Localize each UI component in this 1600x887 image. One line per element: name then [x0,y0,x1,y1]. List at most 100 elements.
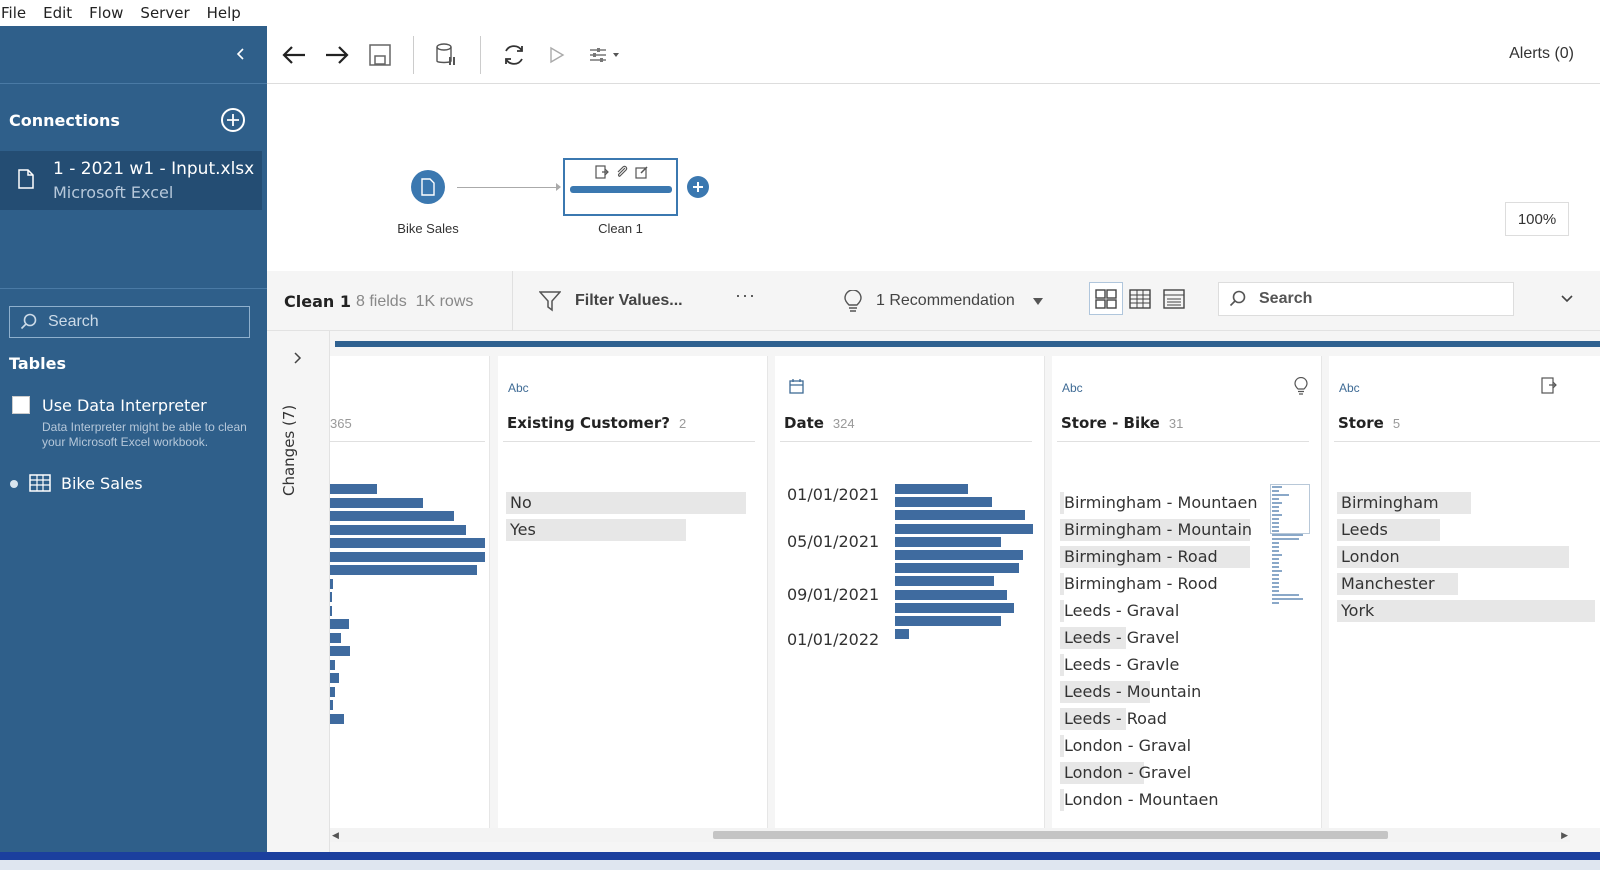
recommendations-button[interactable]: 1 Recommendation [844,283,1043,319]
histogram-bar[interactable] [895,616,1002,626]
value-item[interactable]: Birmingham - Road [1060,546,1260,568]
value-item[interactable]: Leeds - Gravel [1060,627,1260,649]
input-node[interactable] [411,170,445,204]
histogram-bar[interactable] [330,484,377,494]
menu-flow[interactable]: Flow [89,4,124,22]
field-card-existing-customer[interactable]: Abc Existing Customer? 2 No Yes [498,356,768,828]
alerts-button[interactable]: Alerts (0) [1509,45,1574,62]
refresh-button[interactable] [499,40,529,70]
scrollbar-thumb[interactable] [713,831,1388,839]
histogram-bar[interactable] [895,510,1025,521]
data-interpreter-checkbox[interactable] [12,396,30,414]
clean-node[interactable] [563,158,678,216]
scroll-left-arrow[interactable]: ◀ [332,830,339,840]
table-search-input[interactable]: Search [9,306,250,338]
data-grid-view-button[interactable] [1157,282,1191,315]
histogram-bar[interactable] [895,523,1033,534]
histogram-bar[interactable] [895,484,969,494]
histogram-bar[interactable] [895,629,909,640]
mini-bar [1272,518,1279,520]
more-options-button[interactable]: ··· [735,285,756,305]
chevron-down-icon[interactable] [1559,291,1575,307]
field-card-store-bike[interactable]: Abc Store - Bike 31 Birmingham - Mountaen… [1052,356,1322,828]
mini-scroll-overview[interactable] [1270,484,1310,614]
data-sample-button[interactable] [431,40,461,70]
profile-view-button[interactable] [1089,282,1123,315]
field-search-input[interactable]: Search [1218,282,1514,316]
histogram-bar[interactable] [330,632,341,643]
data-interpreter-label[interactable]: Use Data Interpreter [42,396,207,415]
changes-panel[interactable]: Changes (7) [267,331,330,866]
value-bar [1060,519,1250,541]
value-item[interactable]: Yes [506,519,746,541]
histogram-bar[interactable] [330,659,335,670]
histogram-bar[interactable] [330,524,467,535]
zoom-level[interactable]: 100% [1505,202,1569,236]
histogram-bar[interactable] [895,563,1020,574]
value-item[interactable]: Leeds - Graval [1060,600,1260,622]
histogram-bar[interactable] [330,673,340,683]
histogram-bar[interactable] [330,713,344,724]
value-item[interactable]: Leeds - Gravle [1060,654,1260,676]
field-card-date[interactable]: Date 324 01/01/2021 05/01/2021 09/01/2021… [775,356,1045,828]
histogram-bar[interactable] [330,646,351,656]
flow-options-button[interactable] [585,40,627,70]
histogram-bar[interactable] [330,619,349,629]
menu-server[interactable]: Server [140,4,190,22]
chevron-right-icon[interactable] [291,351,305,365]
filter-values-button[interactable]: Filter Values... [539,283,683,319]
lightbulb-icon[interactable] [1294,377,1308,395]
menu-help[interactable]: Help [206,4,241,22]
rename-icon[interactable] [1541,377,1557,394]
table-item-bike-sales[interactable]: Bike Sales [61,474,143,493]
save-button[interactable] [365,40,395,70]
value-item[interactable]: Birmingham - Rood [1060,573,1260,595]
forward-button[interactable] [322,40,352,70]
collapse-sidebar-button[interactable] [231,44,251,64]
run-flow-button[interactable] [542,40,572,70]
value-item[interactable]: London [1337,546,1595,568]
field-card-store[interactable]: Abc Store 5 Birmingham Leeds London Manchest… [1329,356,1600,828]
flow-canvas[interactable]: Bike Sales Clean 1 100% [267,84,1600,271]
menu-file[interactable]: File [1,4,27,22]
card-rule [1334,441,1600,442]
histogram-bar[interactable] [330,511,454,521]
field-card-partial[interactable]: 365 [330,356,490,828]
back-button[interactable] [279,40,309,70]
histogram-bar[interactable] [895,589,1007,600]
histogram-bar[interactable] [895,536,1002,547]
horizontal-scrollbar[interactable]: ◀ ▶ [330,828,1570,842]
histogram-bar[interactable] [895,602,1014,613]
histogram-bar[interactable] [895,576,995,587]
value-item[interactable]: Manchester [1337,573,1595,595]
value-item[interactable]: London - Gravel [1060,762,1260,784]
value-item[interactable]: No [506,492,746,514]
value-item[interactable]: Leeds - Road [1060,708,1260,730]
value-item[interactable]: Birmingham [1337,492,1595,514]
value-item[interactable]: London - Mountaen [1060,789,1260,811]
histogram-bar[interactable] [330,497,423,508]
list-view-button[interactable] [1123,282,1157,315]
histogram-bar[interactable] [330,565,478,575]
histogram-bar[interactable] [330,538,485,548]
value-item[interactable]: Birmingham - Mountaen [1060,492,1260,514]
value-item[interactable]: London - Graval [1060,735,1260,757]
add-connection-button[interactable] [221,108,245,132]
histogram-bar[interactable] [330,578,334,589]
connection-item[interactable]: 1 - 2021 w1 - Input.xlsx Microsoft Excel [0,151,262,210]
value-label: London - Gravel [1064,763,1192,782]
scroll-right-arrow[interactable]: ▶ [1561,830,1568,840]
histogram-bar[interactable] [895,550,1024,560]
menu-edit[interactable]: Edit [43,4,73,22]
value-item[interactable]: York [1337,600,1595,622]
histogram-bar[interactable] [330,686,335,697]
value-item[interactable]: Leeds - Mountain [1060,681,1260,703]
value-item[interactable]: Birmingham - Mountain [1060,519,1260,541]
histogram-bar[interactable] [330,605,332,616]
add-step-button[interactable] [687,176,709,198]
histogram-bar[interactable] [330,592,332,602]
histogram-bar[interactable] [895,497,992,508]
histogram-bar[interactable] [330,700,334,710]
histogram-bar[interactable] [330,551,485,562]
value-item[interactable]: Leeds [1337,519,1595,541]
